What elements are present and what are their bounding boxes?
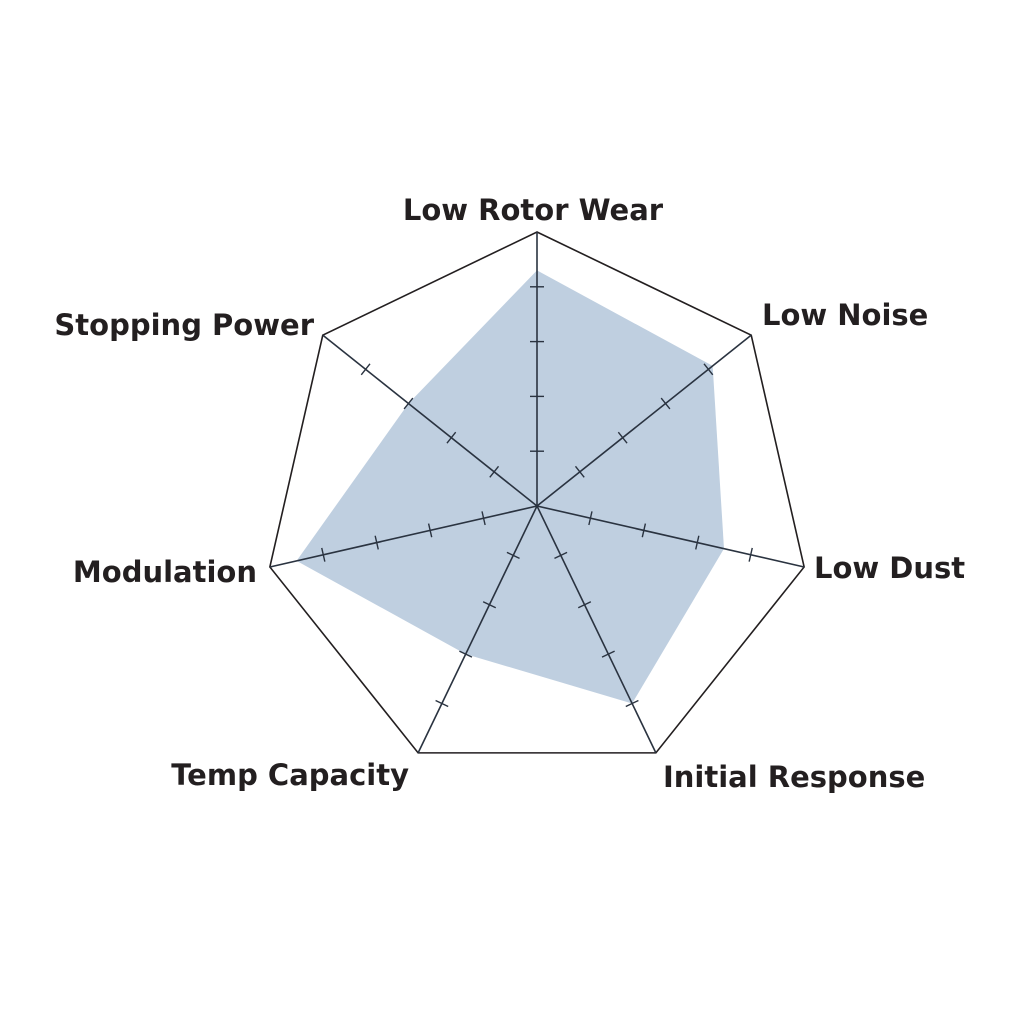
axis-tick (554, 551, 568, 560)
axis-label: Temp Capacity (171, 758, 409, 792)
axis-label: Low Rotor Wear (403, 193, 664, 227)
axis-tick (601, 650, 615, 658)
axis-tick (641, 523, 647, 538)
axis-tick (489, 465, 500, 478)
data-area (296, 270, 724, 704)
axis-tick (748, 547, 753, 562)
axis-spoke-4 (417, 505, 538, 754)
axis-tick (577, 601, 592, 609)
axis-tick (617, 431, 628, 444)
axis-tick (482, 601, 497, 609)
axis-tick (506, 551, 520, 560)
axis-label: Low Dust (814, 551, 965, 585)
axis-tick (588, 511, 593, 526)
axis-tick (703, 363, 714, 376)
axis-label: Modulation (73, 555, 257, 589)
axis-tick (403, 397, 414, 410)
axis-tick (459, 650, 473, 658)
outer-frame (269, 231, 805, 754)
axis-tick (660, 397, 671, 410)
axis-label: Initial Response (663, 760, 925, 794)
axis-tick (574, 465, 585, 478)
axis-tick (435, 699, 449, 708)
axis-tick (360, 363, 371, 376)
axis-label: Low Noise (762, 298, 928, 332)
axis-tick (446, 431, 457, 444)
axis-tick (427, 523, 433, 538)
axis-spoke-5 (269, 505, 538, 568)
axis-label: Stopping Power (54, 308, 314, 342)
axis-spoke-6 (322, 334, 538, 507)
axis-spoke-2 (536, 505, 805, 568)
axis-tick (321, 547, 326, 562)
axis-spoke-1 (536, 334, 752, 507)
axis-tick (374, 535, 379, 550)
axis-tick (695, 535, 700, 550)
axis-spoke-3 (536, 505, 657, 754)
axis-tick (625, 699, 639, 708)
axis-tick (481, 511, 486, 526)
